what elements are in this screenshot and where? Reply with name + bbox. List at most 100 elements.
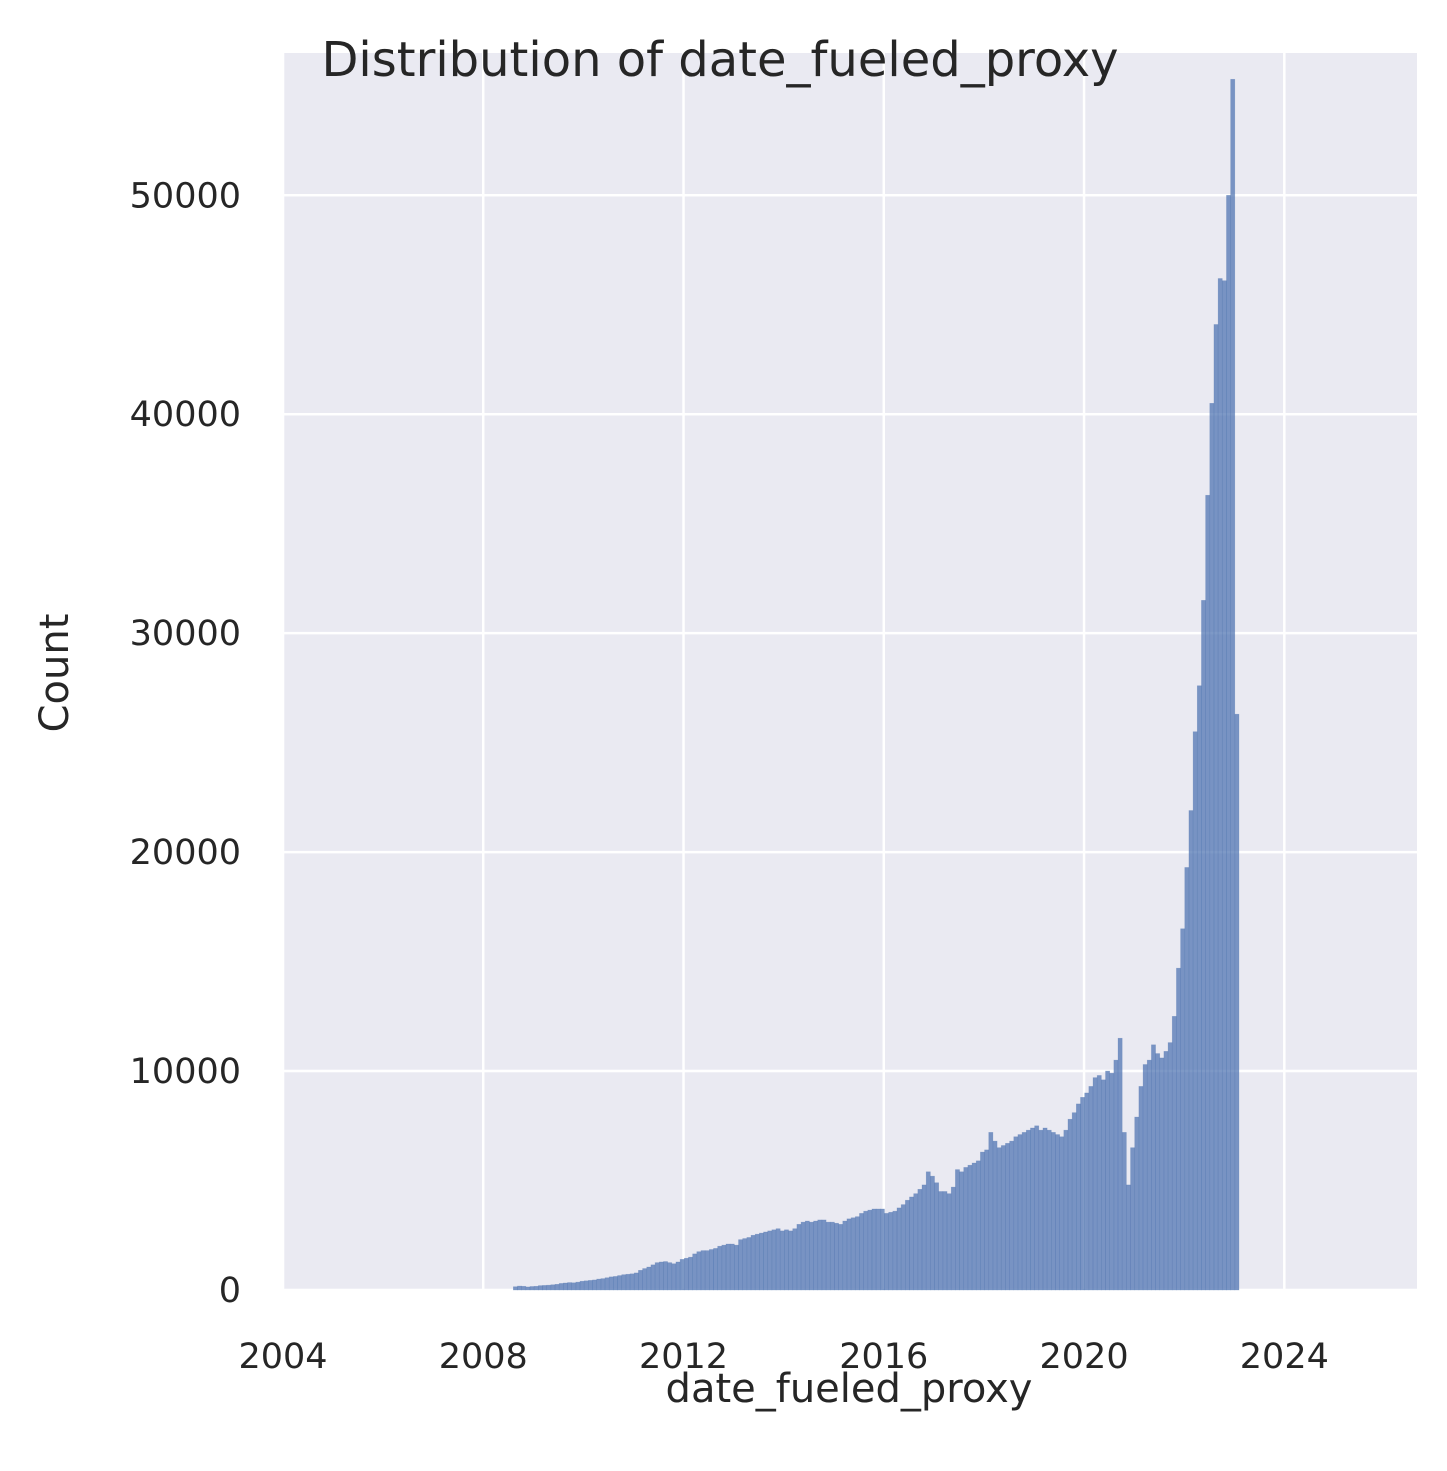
histogram-bar <box>905 1200 909 1290</box>
histogram-bar <box>947 1194 951 1290</box>
histogram-bar <box>1051 1132 1055 1290</box>
x-tick-label: 2020 <box>1040 1337 1129 1377</box>
histogram-bar <box>672 1264 676 1290</box>
histogram-bar <box>580 1281 584 1290</box>
histogram-bar <box>930 1176 934 1290</box>
histogram-bar <box>630 1274 634 1290</box>
histogram-bar <box>1193 732 1197 1290</box>
histogram-bar <box>1010 1141 1014 1290</box>
histogram-bar <box>1068 1119 1072 1290</box>
histogram-bar <box>868 1210 872 1290</box>
y-tick-label: 40000 <box>130 395 241 435</box>
histogram-bar <box>684 1258 688 1290</box>
histogram-bar <box>1106 1071 1110 1290</box>
histogram-bar <box>1139 1086 1143 1290</box>
y-tick-label: 20000 <box>130 833 241 873</box>
histogram-bar <box>780 1231 784 1290</box>
histogram-bar <box>701 1251 705 1290</box>
histogram-bar <box>547 1285 551 1290</box>
y-tick-label: 10000 <box>130 1052 241 1092</box>
histogram-bar <box>622 1275 626 1290</box>
histogram-bar <box>743 1239 747 1290</box>
histogram-bar <box>976 1161 980 1290</box>
histogram-bar <box>1043 1128 1047 1290</box>
histogram-bar <box>730 1244 734 1290</box>
histogram-bar <box>826 1222 830 1290</box>
histogram-bar <box>1176 968 1180 1290</box>
histogram-bar <box>801 1222 805 1290</box>
histogram-bar <box>1189 811 1193 1290</box>
histogram-bar <box>910 1197 914 1290</box>
histogram-bar <box>555 1284 559 1290</box>
histogram-bar <box>1055 1135 1059 1290</box>
x-tick-label: 2024 <box>1240 1337 1329 1377</box>
histogram-bar <box>1226 195 1230 1290</box>
histogram-bar <box>914 1194 918 1290</box>
histogram-bar <box>943 1191 947 1290</box>
histogram-bar <box>534 1286 538 1290</box>
histogram-bar <box>755 1234 759 1290</box>
plot-area <box>283 53 1417 1290</box>
histogram-bar <box>1022 1132 1026 1290</box>
histogram-bar <box>985 1150 989 1290</box>
histogram-bar <box>593 1280 597 1290</box>
histogram-bar <box>972 1163 976 1290</box>
histogram-bar <box>926 1172 930 1290</box>
histogram-bar <box>1118 1038 1122 1290</box>
histogram-bar <box>1072 1113 1076 1290</box>
histogram-bar <box>884 1213 888 1290</box>
histogram-bar <box>572 1283 576 1290</box>
histogram-bar <box>693 1254 697 1290</box>
histogram-bar <box>1089 1086 1093 1290</box>
histogram-bar <box>793 1229 797 1290</box>
histogram-bar <box>1060 1137 1064 1290</box>
histogram-bar <box>517 1286 521 1290</box>
histogram-bar <box>1001 1146 1005 1290</box>
histogram-bar <box>797 1224 801 1290</box>
histogram-bar <box>618 1276 622 1290</box>
histogram-bar <box>864 1211 868 1290</box>
histogram-bar <box>609 1277 613 1290</box>
histogram-bar <box>634 1273 638 1290</box>
histogram-bar <box>1093 1078 1097 1290</box>
histogram-bar <box>1235 714 1239 1290</box>
histogram-bar <box>1014 1137 1018 1290</box>
histogram-bar <box>768 1231 772 1290</box>
histogram-bar <box>893 1211 897 1290</box>
histogram-bar <box>734 1245 738 1290</box>
histogram-bar <box>568 1283 572 1290</box>
histogram-bar <box>668 1263 672 1290</box>
histogram-bar <box>1214 324 1218 1290</box>
histogram-bar <box>964 1167 968 1290</box>
histogram-bar <box>818 1220 822 1290</box>
histogram-bar <box>613 1276 617 1290</box>
histogram-bar <box>1097 1075 1101 1290</box>
histogram-bar <box>968 1165 972 1290</box>
histogram-bar <box>626 1274 630 1290</box>
histogram-bar <box>588 1280 592 1290</box>
histogram-bar <box>601 1279 605 1290</box>
histogram-bar <box>1030 1128 1034 1290</box>
histogram-bar <box>839 1224 843 1290</box>
histogram-bar <box>584 1281 588 1290</box>
histogram-bar <box>951 1187 955 1290</box>
histogram-bar <box>1035 1126 1039 1290</box>
histogram-bar <box>513 1287 517 1290</box>
histogram-bar <box>1181 929 1185 1290</box>
histogram-bar <box>830 1222 834 1290</box>
histogram-bar <box>1210 403 1214 1290</box>
histogram-bar <box>843 1221 847 1290</box>
histogram-bar <box>1201 600 1205 1290</box>
histogram-bar <box>1222 281 1226 1290</box>
histogram-bar <box>663 1262 667 1290</box>
histogram-bar <box>772 1230 776 1290</box>
y-tick-label: 0 <box>219 1271 241 1311</box>
histogram-bar <box>1005 1143 1009 1290</box>
histogram-bar <box>605 1278 609 1290</box>
histogram-bar <box>814 1221 818 1290</box>
histogram-bar <box>1026 1130 1030 1290</box>
y-tick-label: 50000 <box>130 176 241 216</box>
histogram-bar <box>1018 1135 1022 1290</box>
histogram-bar <box>688 1257 692 1290</box>
histogram-bar <box>922 1185 926 1290</box>
